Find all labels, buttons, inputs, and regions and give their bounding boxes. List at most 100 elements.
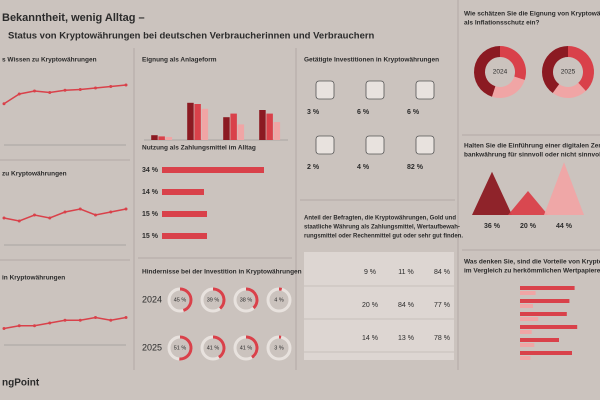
value-label: 36 % (484, 223, 501, 230)
value-label: 3 % (274, 345, 284, 351)
bar (273, 122, 281, 140)
point (94, 213, 97, 217)
donut-slice (542, 46, 568, 94)
ring (179, 335, 193, 361)
panel-title: Halten Sie die Einführung einer digitale… (464, 143, 600, 150)
bar (201, 108, 209, 140)
value-label: 4 % (274, 297, 284, 303)
icon (365, 80, 385, 100)
panel-title: Was denken Sie, sind die Vorteile von Kr… (464, 259, 600, 266)
table-cell: 9 % (364, 269, 376, 276)
table-cell: 14 % (362, 335, 378, 342)
point (63, 88, 67, 92)
point (2, 102, 6, 106)
point (2, 327, 6, 330)
table-cell: 77 % (434, 302, 450, 309)
donut-slice (500, 46, 526, 81)
table-bg (304, 252, 454, 360)
point (124, 207, 128, 211)
title: Status von Kryptowährungen bei deutschen… (8, 31, 375, 42)
point (33, 324, 36, 328)
donut-slice (491, 76, 525, 99)
point (78, 88, 82, 91)
bar (165, 137, 173, 140)
table-cell: 84 % (434, 269, 450, 276)
value-label: 15 % (142, 211, 159, 218)
donut-slice (568, 46, 594, 91)
panel-title: im Vergleich zu herkömmlichen Wertpapier… (464, 268, 600, 275)
point (48, 91, 52, 94)
year-label: 2024 (493, 69, 508, 76)
triangle (544, 162, 584, 215)
point (48, 216, 52, 220)
title: Bekanntheit, wenig Alltag – (2, 12, 145, 24)
donut-slice (552, 82, 586, 98)
panel-title: Hindernisse bei der Investition in Krypt… (142, 269, 302, 276)
panel-title: bankwährung für sinnvoll oder nicht sinn… (464, 152, 600, 159)
value-label: 6 % (357, 109, 370, 116)
bar (162, 167, 264, 173)
bar (162, 211, 207, 217)
bar (520, 330, 532, 334)
point (124, 316, 128, 319)
table-cell: 13 % (398, 335, 414, 342)
ring (212, 287, 226, 310)
bar (237, 124, 245, 140)
icon (315, 80, 335, 100)
panel-title: zu Kryptowährungen (2, 171, 67, 178)
value-label: 14 % (142, 189, 159, 196)
value-label: 44 % (556, 223, 573, 230)
bar (520, 356, 531, 360)
brand: ngPoint (2, 378, 40, 389)
panel-title: in Kryptowährungen (2, 275, 65, 282)
point (109, 318, 113, 322)
bar (520, 312, 567, 316)
bar (520, 286, 575, 290)
value-label: 34 % (142, 167, 159, 174)
icon (415, 135, 435, 155)
icon (415, 80, 435, 100)
triangle (472, 171, 512, 215)
bar (151, 135, 158, 140)
panel-title: Nutzung als Zahlungsmittel im Alltag (142, 145, 256, 152)
donut-slice (474, 46, 500, 97)
value-label: 4 % (357, 164, 370, 171)
bar (520, 351, 572, 355)
bar (520, 317, 539, 321)
point (17, 92, 21, 96)
value-label: 38 % (240, 297, 253, 303)
point (17, 324, 21, 328)
table-cell: 78 % (434, 335, 450, 342)
value-label: 39 % (207, 297, 220, 303)
table-title: rungsmittel oder Rechenmittel gut oder s… (304, 234, 463, 240)
bar (520, 343, 535, 347)
point (94, 86, 97, 90)
ring (245, 287, 259, 310)
bar (158, 136, 165, 140)
bar (520, 325, 578, 329)
table-cell: 20 % (362, 302, 378, 309)
value-label: 6 % (407, 109, 420, 116)
bar (162, 233, 207, 239)
bar (194, 104, 201, 140)
ring (179, 287, 193, 312)
table-cell: 11 % (398, 269, 413, 276)
bar (259, 110, 266, 140)
panel-title: s Wissen zu Kryptowährungen (2, 57, 97, 64)
bar (520, 291, 536, 295)
value-label: 41 % (207, 345, 220, 351)
table-title: staatliche Währung als Zahlungsmittel, W… (304, 225, 460, 231)
point (17, 219, 21, 223)
bar (520, 299, 570, 303)
point (94, 316, 97, 319)
value-label: 3 % (307, 109, 320, 116)
bar (230, 113, 237, 140)
bar (266, 113, 273, 140)
table-title: Anteil der Befragten, die Kryptowährunge… (304, 216, 456, 222)
value-label: 15 % (142, 233, 159, 240)
value-label: 82 % (407, 164, 424, 171)
year-label: 2025 (561, 69, 576, 76)
year-label: 2025 (142, 342, 162, 352)
value-label: 20 % (520, 223, 537, 230)
